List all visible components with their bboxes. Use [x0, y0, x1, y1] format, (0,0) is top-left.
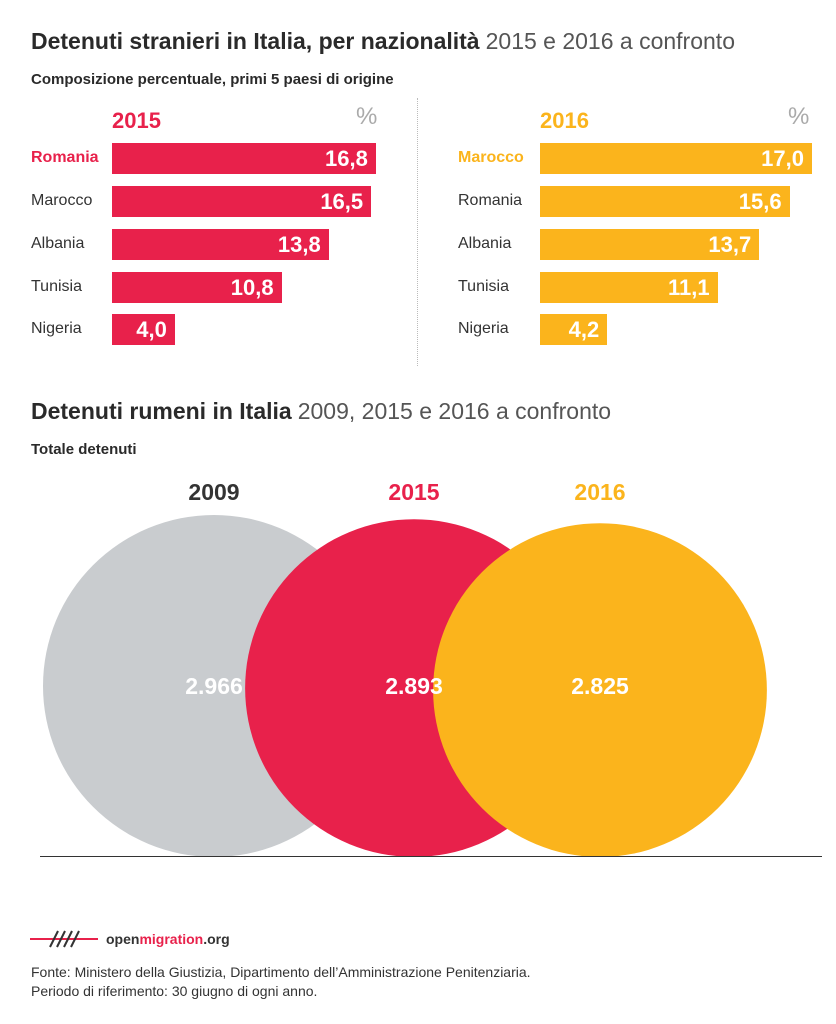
bubble-value-label: 2.893	[385, 673, 443, 699]
bubble-title-main: Detenuti rumeni in Italia	[31, 398, 292, 424]
bubble-title-secondary: 2009, 2015 e 2016 a confronto	[297, 398, 612, 424]
baseline	[40, 856, 822, 857]
logo-suffix: .org	[203, 931, 230, 947]
bar: 15,6	[540, 186, 790, 217]
panel-2016-unit: %	[788, 103, 810, 130]
bar: 17,0	[540, 143, 812, 174]
bar: 10,8	[112, 272, 282, 303]
bubble-chart	[43, 515, 767, 857]
bubble-title: Detenuti rumeni in Italia 2009, 2015 e 20…	[31, 398, 611, 425]
bar: 4,0	[112, 314, 175, 345]
bar-value-label: 13,8	[277, 232, 321, 257]
bubble-year-label: 2016	[574, 479, 626, 505]
bar-value-label: 11,1	[667, 275, 710, 300]
bar-category-label: Nigeria	[458, 320, 509, 337]
bar-category-label: Albania	[458, 235, 512, 252]
source-note: Fonte: Ministero della Giustizia, Dipart…	[31, 963, 531, 1001]
bar: 16,5	[112, 186, 372, 217]
bar-category-label: Tunisia	[458, 278, 509, 295]
bar: 11,1	[540, 272, 718, 303]
bar-category-label: Romania	[31, 149, 99, 166]
bar-category-label: Marocco	[31, 192, 93, 209]
bar: 4,2	[540, 314, 608, 345]
bar-value-label: 15,6	[738, 189, 782, 214]
bar-value-label: 13,7	[708, 232, 752, 257]
chart-title: Detenuti stranieri in Italia, per nazion…	[31, 28, 735, 55]
openmigration-logo-icon	[30, 930, 98, 948]
chart-title-secondary: 2015 e 2016 a confronto	[485, 28, 735, 54]
source-line-2: Periodo di riferimento: 30 giugno di ogn…	[31, 983, 318, 999]
bar-value-label: 4,0	[136, 317, 167, 342]
panel-divider	[417, 98, 418, 366]
logo-accent: migration	[139, 931, 204, 947]
bubble-year-label: 2015	[388, 479, 440, 505]
bar-value-label: 17,0	[761, 146, 804, 171]
logo-prefix: open	[106, 931, 140, 947]
bar-category-label: Albania	[31, 235, 85, 252]
bar-category-label: Tunisia	[31, 278, 82, 295]
openmigration-logo-text[interactable]: openmigration.org	[106, 931, 230, 947]
panel-2015-year: 2015	[112, 108, 161, 133]
panel-2015-unit: %	[356, 103, 378, 130]
bar: 16,8	[112, 143, 376, 174]
bubble-value-label: 2.966	[185, 673, 243, 699]
panel-2016-year: 2016	[540, 108, 589, 133]
chart-subtitle: Composizione percentuale, primi 5 paesi …	[31, 71, 394, 88]
bar-value-label: 10,8	[230, 275, 274, 300]
bar-value-label: 16,8	[325, 146, 368, 171]
source-line-1: Fonte: Ministero della Giustizia, Dipart…	[31, 964, 531, 980]
bar-category-label: Marocco	[458, 149, 524, 166]
bar-category-label: Romania	[458, 192, 523, 209]
bar-value-label: 4,2	[568, 317, 600, 342]
bubble-2016	[433, 523, 767, 857]
bar-category-label: Nigeria	[31, 320, 82, 337]
bar-value-label: 16,5	[320, 189, 364, 214]
bubble-year-label: 2009	[188, 479, 240, 505]
bubble-value-label: 2.825	[571, 673, 629, 699]
chart-title-main: Detenuti stranieri in Italia, per nazion…	[31, 28, 480, 54]
bar: 13,8	[112, 229, 329, 260]
bubble-subtitle: Totale detenuti	[31, 441, 137, 458]
bar: 13,7	[540, 229, 760, 260]
